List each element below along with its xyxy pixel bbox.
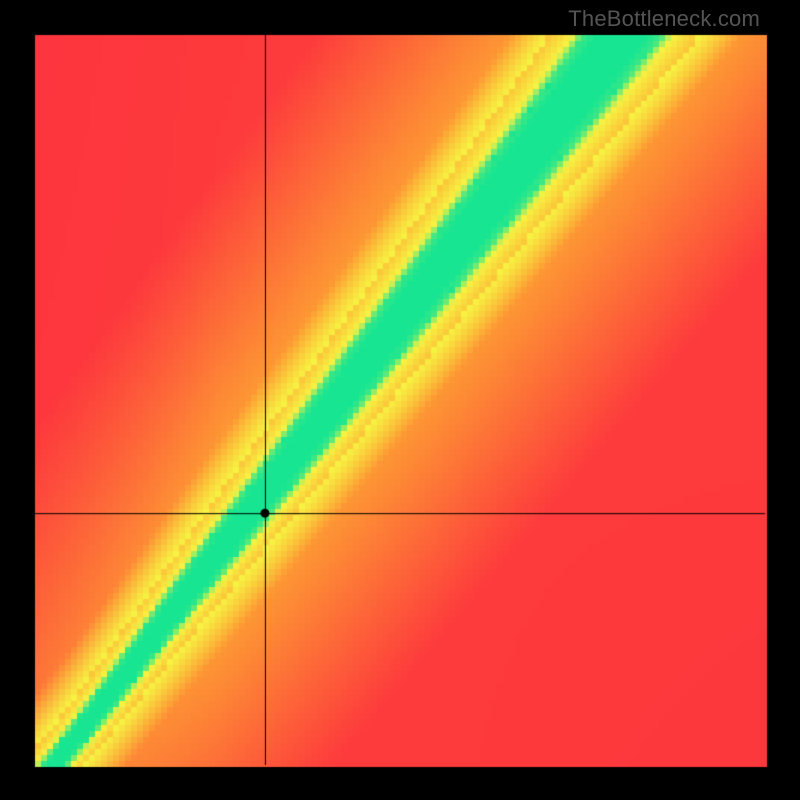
watermark-text: TheBottleneck.com xyxy=(568,6,760,32)
bottleneck-heatmap xyxy=(0,0,800,800)
